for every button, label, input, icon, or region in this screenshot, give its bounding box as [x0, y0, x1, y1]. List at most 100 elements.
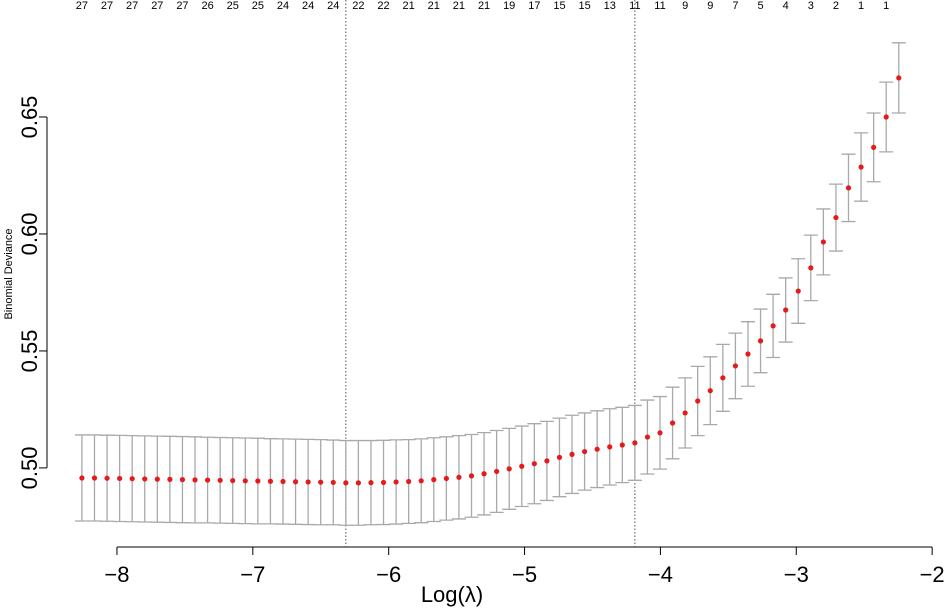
point — [79, 475, 85, 481]
point — [582, 448, 588, 455]
point — [707, 388, 713, 394]
point — [368, 480, 374, 486]
point — [355, 480, 361, 486]
point — [820, 239, 826, 245]
point — [305, 479, 311, 485]
point — [456, 474, 462, 480]
point — [91, 475, 98, 481]
top-label: 2 — [833, 0, 839, 12]
point — [142, 476, 148, 482]
top-label: 22 — [377, 0, 389, 12]
x-tick-label: −2 — [920, 562, 945, 587]
top-label: 27 — [101, 0, 113, 12]
top-label: 25 — [227, 0, 239, 12]
point — [431, 477, 437, 483]
top-label: 1 — [883, 0, 889, 12]
point — [393, 479, 399, 485]
top-label: 19 — [503, 0, 515, 12]
point — [267, 478, 274, 484]
top-label: 21 — [478, 0, 490, 12]
point — [292, 479, 299, 485]
point — [519, 463, 525, 469]
top-label: 26 — [201, 0, 213, 12]
point — [883, 114, 889, 120]
point — [255, 478, 261, 484]
point — [757, 338, 764, 344]
y-tick-label: 0.65 — [17, 96, 42, 139]
point — [669, 420, 676, 426]
point — [745, 351, 751, 357]
point — [732, 363, 739, 369]
y-axis-label: Binomial Deviance — [3, 228, 15, 319]
point — [795, 288, 801, 294]
point — [569, 451, 575, 457]
x-axis-label: Log(λ) — [421, 582, 483, 607]
x-tick-label: −7 — [240, 562, 265, 587]
point — [808, 265, 814, 271]
top-label: 13 — [604, 0, 616, 12]
point — [770, 323, 776, 329]
x-tick-label: −6 — [376, 562, 401, 587]
top-label: 17 — [528, 0, 540, 12]
point — [720, 375, 726, 381]
y-tick-label: 0.55 — [17, 330, 42, 373]
top-label: 27 — [176, 0, 188, 12]
top-label: 21 — [453, 0, 465, 12]
point — [632, 440, 638, 446]
point — [380, 479, 387, 486]
point — [481, 471, 487, 477]
point — [594, 446, 600, 452]
top-label: 21 — [428, 0, 440, 12]
top-label: 9 — [682, 0, 688, 12]
point — [833, 214, 839, 221]
point — [167, 476, 173, 482]
top-label: 27 — [151, 0, 163, 12]
top-label: 15 — [578, 0, 590, 12]
point — [217, 477, 223, 483]
top-label: 3 — [808, 0, 814, 12]
point — [657, 430, 663, 436]
point — [280, 478, 286, 485]
point — [104, 475, 110, 481]
point — [318, 479, 324, 485]
point — [204, 477, 211, 483]
x-tick-label: −5 — [512, 562, 537, 587]
point — [896, 75, 902, 81]
point — [607, 444, 613, 450]
point — [506, 466, 512, 472]
top-label: 15 — [553, 0, 565, 12]
point — [192, 477, 198, 483]
point — [242, 478, 248, 484]
point — [468, 473, 475, 479]
top-label: 4 — [783, 0, 789, 12]
point — [406, 478, 412, 485]
point — [494, 468, 500, 475]
top-label: 22 — [352, 0, 364, 12]
point — [783, 307, 789, 313]
top-label: 11 — [629, 0, 640, 12]
top-label: 11 — [654, 0, 665, 12]
top-label: 21 — [403, 0, 415, 12]
point — [418, 478, 424, 484]
y-tick-label: 0.60 — [17, 213, 42, 256]
x-tick-label: −4 — [648, 562, 673, 587]
top-label: 27 — [76, 0, 88, 12]
point — [343, 480, 349, 486]
point — [644, 434, 651, 440]
point — [845, 185, 852, 191]
top-label: 24 — [302, 0, 314, 12]
point — [330, 479, 336, 486]
point — [443, 475, 449, 482]
top-label: 24 — [277, 0, 289, 12]
point — [129, 476, 135, 482]
y-tick-label: 0.50 — [17, 447, 42, 490]
point — [682, 410, 688, 416]
point — [154, 476, 160, 482]
top-label: 9 — [707, 0, 713, 12]
top-label: 7 — [732, 0, 738, 12]
point — [619, 442, 625, 448]
point — [117, 475, 123, 482]
point — [695, 398, 701, 404]
top-label: 1 — [858, 0, 864, 12]
